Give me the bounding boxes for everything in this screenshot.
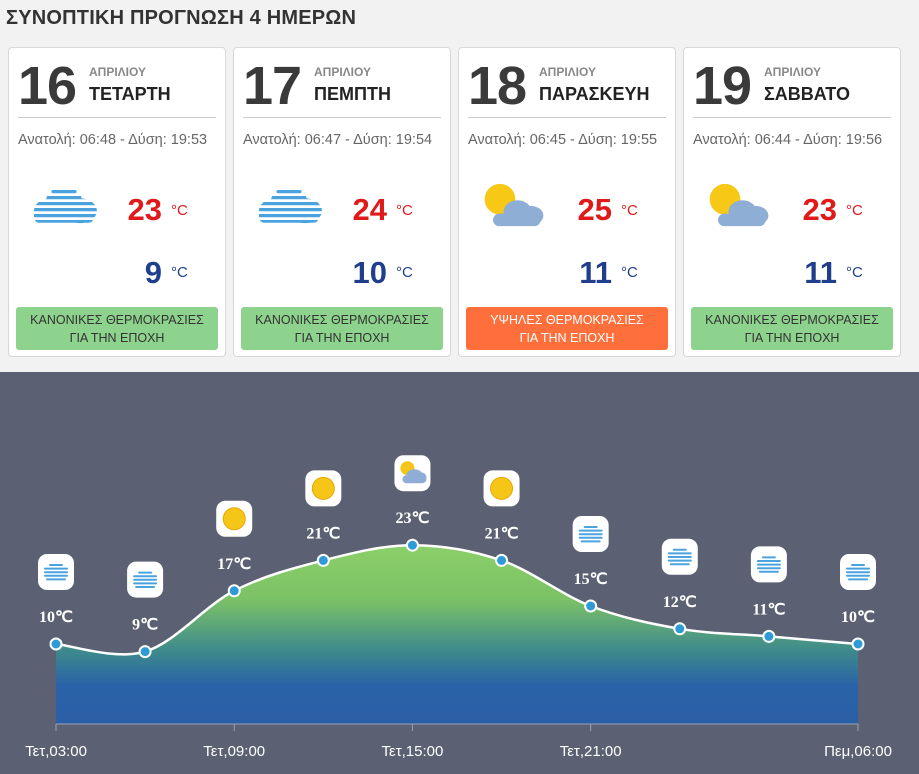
data-label: 9℃ [132,617,158,634]
month-label: ΑΠΡΙΛΙΟΥ [314,65,372,79]
data-point[interactable] [584,599,598,613]
temperature-note: ΚΑΝΟΝΙΚΕΣ ΘΕΡΜΟΚΡΑΣΙΕΣ ΓΙΑ ΤΗΝ ΕΠΟΧΗ [16,307,218,350]
weekday-label: ΠΑΡΑΣΚΕΥΗ [539,84,650,104]
max-temp-unit: °C [846,202,863,219]
data-label: 10℃ [841,609,875,626]
data-point[interactable] [138,645,152,659]
min-temp: 11 [579,255,612,290]
cloudy-icon [29,182,99,230]
data-point[interactable] [405,538,419,552]
data-point[interactable] [851,637,865,651]
cloudy-icon [572,516,609,552]
day-card: 19 ΑΠΡΙΛΙΟΥ ΣΑΒΒΑΤΟ Ανατολή: 06:44 - Δύσ… [683,47,901,357]
min-temp-unit: °C [621,264,638,281]
temperature-note: ΥΨΗΛΕΣ ΘΕΡΜΟΚΡΑΣΙΕΣ ΓΙΑ ΤΗΝ ΕΠΟΧΗ [466,307,668,350]
data-point[interactable] [49,637,63,651]
month-label: ΑΠΡΙΛΙΟΥ [539,65,597,79]
data-point[interactable] [227,584,241,598]
data-point[interactable] [762,629,776,643]
sunny-icon [216,500,253,537]
data-label: 23℃ [395,510,429,527]
max-temp-unit: °C [396,202,413,219]
data-label: 10℃ [39,609,73,626]
x-tick-label: Τετ,21:00 [560,743,622,760]
day-card: 17 ΑΠΡΙΛΙΟΥ ΠΕΜΠΤΗ Ανατολή: 06:47 - Δύση… [233,47,451,357]
max-temp: 23 [127,192,162,227]
min-temp-unit: °C [171,264,188,281]
divider [693,117,891,118]
month-label: ΑΠΡΙΛΙΟΥ [764,65,822,79]
temperature-note: ΚΑΝΟΝΙΚΕΣ ΘΕΡΜΟΚΡΑΣΙΕΣ ΓΙΑ ΤΗΝ ΕΠΟΧΗ [691,307,893,350]
max-temp: 23 [802,192,837,227]
cloudy-icon [254,182,324,230]
min-temp: 10 [352,255,387,290]
cloudy-icon [750,546,787,583]
month-label: ΑΠΡΙΛΙΟΥ [89,65,147,79]
temperature-line [55,543,859,656]
temperature-note: ΚΑΝΟΝΙΚΕΣ ΘΕΡΜΟΚΡΑΣΙΕΣ ΓΙΑ ΤΗΝ ΕΠΟΧΗ [241,307,443,350]
cloudy-icon [38,554,74,590]
divider [243,117,441,118]
data-label: 21℃ [485,525,519,542]
x-tick-label: Τετ,09:00 [203,743,265,760]
divider [18,117,216,118]
hourly-temperature-chart: Τετ,03:00 Τετ,09:00 Τετ,15:00 Τετ,21:00 Πεμ,… [0,372,919,774]
weekday-label: ΣΑΒΒΑΤΟ [764,84,850,104]
x-tick-label: Τετ,15:00 [382,743,444,760]
partly-cloudy-icon [394,455,431,492]
cloudy-icon [661,538,698,575]
data-label: 17℃ [217,556,251,573]
data-point[interactable] [495,553,509,567]
day-number: 18 [468,56,527,116]
weekday-label: ΠΕΜΠΤΗ [314,84,391,104]
sunrise-sunset: Ανατολή: 06:44 - Δύση: 19:56 [693,132,883,148]
forecast-cards: 16 ΑΠΡΙΛΙΟΥ ΤΕΤΑΡΤΗ Ανατολή: 06:48 - Δύσ… [0,47,919,359]
data-label: 12℃ [663,594,697,611]
data-label: 21℃ [306,525,340,542]
cloudy-icon [127,561,164,598]
min-temp-unit: °C [396,264,413,281]
day-card: 18 ΑΠΡΙΛΙΟΥ ΠΑΡΑΣΚΕΥΗ Ανατολή: 06:45 - Δ… [458,47,676,357]
max-temp-unit: °C [171,202,188,219]
max-temp-unit: °C [621,202,638,219]
sunrise-sunset: Ανατολή: 06:45 - Δύση: 19:55 [468,132,658,148]
weekday-label: ΤΕΤΑΡΤΗ [89,84,171,104]
day-card: 16 ΑΠΡΙΛΙΟΥ ΤΕΤΑΡΤΗ Ανατολή: 06:48 - Δύσ… [8,47,226,357]
day-number: 17 [243,56,302,116]
data-label: 15℃ [574,571,608,588]
max-temp: 25 [577,192,612,227]
min-temp: 11 [804,255,837,290]
cloudy-icon [840,554,876,590]
sunrise-sunset: Ανατολή: 06:48 - Δύση: 19:53 [18,132,208,148]
min-temp-unit: °C [846,264,863,281]
x-tick-label: Τετ,03:00 [25,743,87,760]
sunny-icon [483,470,520,507]
sunrise-sunset: Ανατολή: 06:47 - Δύση: 19:54 [243,132,433,148]
partly-cloudy-icon [704,182,774,230]
min-temp: 9 [144,255,162,290]
day-number: 16 [18,56,77,116]
chart-svg: Τετ,03:00 Τετ,09:00 Τετ,15:00 Τετ,21:00 Πεμ,… [25,455,892,760]
data-point[interactable] [316,553,330,567]
x-tick-label: Πεμ,06:00 [824,743,892,760]
page-title: ΣΥΝΟΠΤΙΚΗ ΠΡΟΓΝΩΣΗ 4 ΗΜΕΡΩΝ [6,7,357,29]
data-label: 11℃ [752,601,785,618]
data-point[interactable] [673,622,687,636]
sunny-icon [305,470,342,507]
partly-cloudy-icon [479,182,549,230]
max-temp: 24 [352,192,387,227]
day-number: 19 [693,56,752,116]
temperature-area [56,545,858,724]
divider [468,117,666,118]
